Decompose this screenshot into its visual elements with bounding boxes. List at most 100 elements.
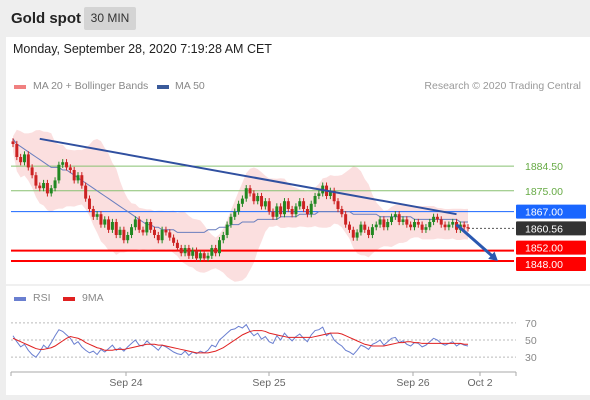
candle-body	[302, 201, 306, 209]
candle-body	[286, 201, 290, 209]
candle-body	[172, 237, 176, 243]
header-bar: Gold spot 30 MIN	[0, 0, 590, 37]
ma20-legend-label: MA 20 + Bollinger Bands	[33, 80, 149, 92]
candle-body	[344, 214, 348, 225]
level-label: 1884.50	[525, 161, 563, 173]
candle-body	[156, 235, 160, 241]
candle-body	[267, 201, 271, 212]
candle-body	[248, 188, 252, 194]
candle-body	[133, 219, 137, 228]
level-label: 1867.00	[525, 207, 563, 219]
candle-body	[237, 203, 241, 212]
candle-body	[443, 224, 447, 228]
level-tag	[516, 257, 586, 271]
candle-body	[76, 175, 80, 181]
rsi-tick-label: 30	[525, 352, 537, 364]
candle-body	[439, 219, 443, 225]
ma50-legend-label: MA 50	[175, 80, 205, 92]
candle-body	[409, 224, 413, 228]
candle-body	[217, 240, 221, 254]
level-label: 1860.56	[525, 223, 563, 235]
bollinger-band	[13, 129, 468, 282]
candle-body	[80, 175, 84, 186]
candle-body	[214, 248, 218, 254]
candle-body	[175, 242, 179, 248]
candle-body	[428, 222, 432, 228]
candle-body	[183, 248, 187, 254]
instrument-title: Gold spot	[11, 10, 81, 27]
candle-body	[244, 188, 248, 199]
candle-body	[57, 164, 61, 181]
candle-body	[22, 154, 26, 163]
candle-body	[466, 227, 470, 229]
candle-body	[298, 201, 302, 207]
x-tick-label: Sep 24	[109, 377, 142, 389]
rsi-tick-label: 70	[525, 318, 537, 330]
candle-body	[275, 206, 279, 217]
ma9-legend-swatch	[63, 297, 75, 301]
timeframe-badge[interactable]: 30 MIN	[84, 7, 136, 30]
candle-body	[160, 229, 164, 241]
forecast-arrow-head	[488, 251, 498, 262]
candle-body	[233, 211, 237, 217]
x-tick-label: Sep 25	[252, 377, 285, 389]
candle-body	[130, 227, 134, 235]
candle-body	[107, 219, 111, 230]
candle-body	[198, 253, 202, 259]
candle-body	[53, 180, 57, 189]
candle-body	[152, 229, 156, 235]
level-label: 1848.00	[525, 259, 563, 271]
candle-body	[202, 253, 206, 259]
ma20-legend-swatch	[14, 85, 26, 89]
candle-body	[412, 222, 416, 228]
candle-body	[309, 203, 313, 215]
rsi-tick-label: 50	[525, 335, 537, 347]
candle-body	[347, 224, 351, 230]
chart-timestamp: Monday, September 28, 2020 7:19:28 AM CE…	[13, 42, 272, 56]
candle-body	[210, 248, 214, 256]
research-credit: Research © 2020 Trading Central	[424, 80, 581, 92]
candle-body	[87, 198, 91, 209]
candle-body	[401, 219, 405, 222]
candle-body	[271, 211, 275, 217]
candle-body	[114, 222, 118, 235]
candle-body	[137, 219, 141, 230]
candle-body	[15, 144, 19, 157]
candle-body	[294, 206, 298, 215]
candle-body	[191, 250, 195, 256]
candle-body	[432, 216, 436, 222]
level-tag	[516, 240, 586, 255]
candle-body	[42, 183, 46, 189]
level-tag	[516, 221, 586, 236]
candle-body	[221, 235, 225, 241]
ma50-legend-swatch	[157, 85, 169, 89]
candle-body	[141, 229, 145, 233]
ma9-legend-label: 9MA	[82, 292, 104, 304]
candle-body	[122, 229, 126, 241]
candle-body	[149, 222, 153, 230]
candle-body	[405, 219, 409, 225]
candle-body	[179, 248, 183, 254]
candle-body	[45, 183, 49, 194]
candle-body	[84, 185, 88, 199]
x-tick-label: Sep 26	[396, 377, 429, 389]
candle-body	[229, 216, 233, 225]
candle-body	[68, 167, 72, 170]
candle-body	[370, 227, 374, 235]
candle-body	[313, 196, 317, 204]
candle-body	[351, 229, 355, 238]
candle-body	[225, 224, 229, 235]
rsi-legend-label: RSI	[33, 292, 51, 304]
candle-body	[240, 198, 244, 204]
candle-body	[378, 219, 382, 225]
candle-body	[49, 188, 53, 194]
rsi-legend-swatch	[14, 297, 26, 301]
candle-body	[168, 232, 172, 238]
x-tick-label: Oct 2	[467, 377, 492, 389]
candle-body	[359, 224, 363, 233]
candle-body	[420, 224, 424, 230]
candle-body	[34, 175, 38, 186]
candle-body	[263, 201, 267, 207]
candle-body	[397, 214, 401, 222]
